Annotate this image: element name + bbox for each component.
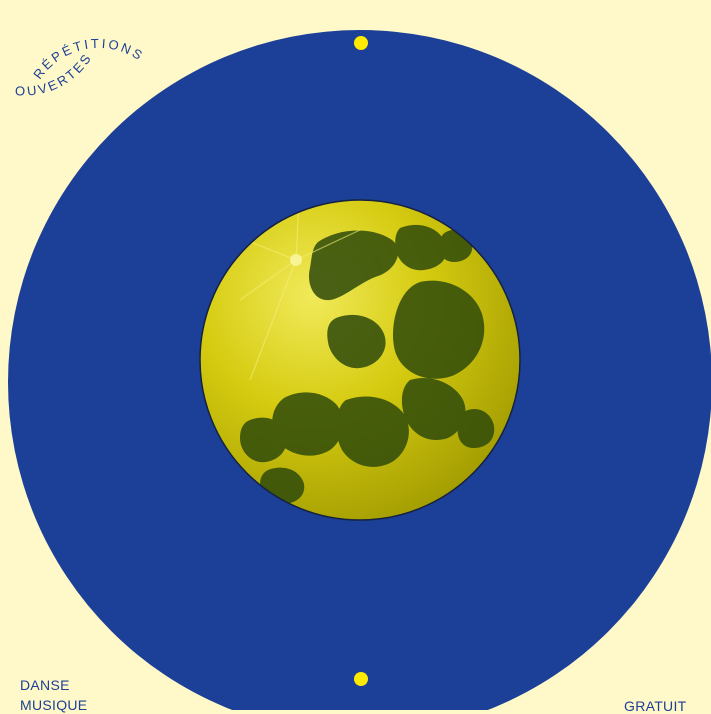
label-gratuit: GRATUIT [624,698,687,714]
label-danse: DANSE [20,677,70,693]
dot-top-icon [354,36,368,50]
moon-icon [199,199,521,521]
badge: RÉPÉTITIONS OUVERTES [15,36,145,99]
label-musique: MUSIQUE [20,697,88,713]
dot-bottom-icon [354,672,368,686]
